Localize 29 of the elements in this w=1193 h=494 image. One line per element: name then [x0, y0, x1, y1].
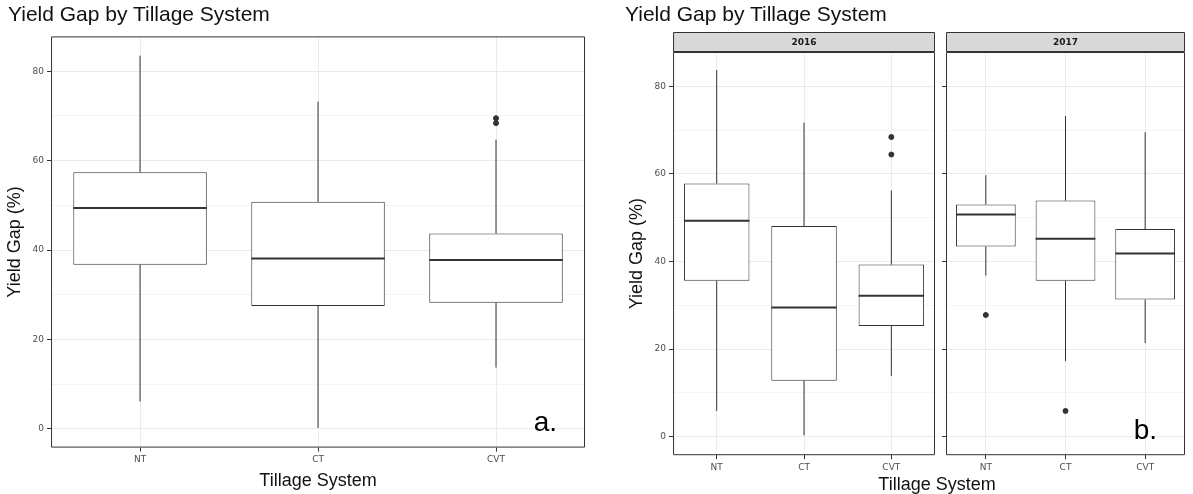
y-tick-label: 0 [660, 431, 667, 442]
y-tick-label: 20 [654, 343, 667, 354]
y-tick-label: 80 [32, 65, 45, 76]
annotation: b. [1133, 413, 1157, 445]
y-tick-label: 60 [32, 155, 45, 165]
x-tick-label: NT [133, 454, 147, 465]
chart-subtitle: 2017 [1052, 36, 1079, 47]
y-axis-title: Yield Gap (%) [3, 186, 24, 298]
x-tick-label: CVT [487, 454, 506, 465]
y-axis-title: Yield Gap (%) [625, 197, 646, 310]
chart-title: Yield Gap by Tillage System [8, 2, 270, 26]
x-axis-title: Tillage System [259, 470, 377, 491]
x-tick-label: NT [710, 461, 724, 472]
x-tick-label: CT [798, 461, 811, 472]
annotation: a. [533, 406, 557, 438]
x-tick-label: NT [979, 461, 993, 472]
y-tick-label: 60 [654, 168, 667, 179]
y-tick-label: 80 [654, 80, 667, 91]
y-tick-label: 20 [32, 333, 45, 344]
y-tick-label: 0 [38, 423, 45, 434]
x-tick-label: CT [312, 454, 325, 465]
x-tick-label: CVT [882, 461, 901, 472]
x-axis-title: Tillage System [878, 474, 996, 494]
y-tick-label: 40 [32, 244, 45, 255]
chart-subtitle: 2016 [791, 36, 817, 47]
y-tick-label: 40 [654, 255, 667, 266]
chart-title: Yield Gap by Tillage System [625, 2, 887, 26]
x-tick-label: CVT [1136, 461, 1155, 472]
x-tick-label: CT [1059, 461, 1072, 472]
